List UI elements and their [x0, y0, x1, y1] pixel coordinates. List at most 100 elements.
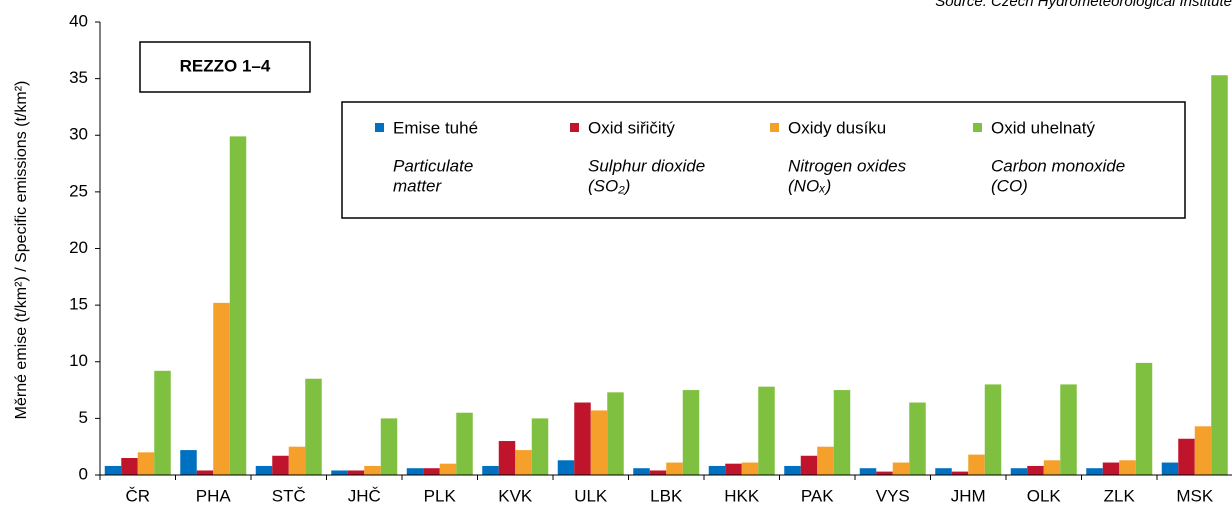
x-tick-label: PLK [424, 486, 457, 505]
bar [196, 470, 214, 475]
bar [876, 471, 893, 475]
bar [909, 402, 926, 475]
bar [180, 450, 197, 475]
bar [213, 302, 230, 475]
annotation-box [139, 41, 311, 93]
x-tick-label: PAK [801, 486, 834, 505]
bar [968, 454, 985, 475]
bar [935, 468, 952, 475]
bar [456, 412, 473, 475]
y-tick-label: 0 [79, 464, 88, 483]
y-tick-label: 20 [69, 238, 88, 257]
bar [288, 446, 306, 475]
x-tick-label: OLK [1027, 486, 1062, 505]
bar [557, 460, 575, 475]
bar [649, 470, 667, 475]
bar [984, 384, 1002, 475]
y-tick-label: 10 [69, 351, 88, 370]
bar [607, 392, 624, 475]
bar [1135, 362, 1153, 475]
bar [833, 390, 851, 475]
legend-label: Oxidy dusíku [788, 118, 886, 137]
legend-sublabel: Nitrogen oxides [788, 156, 907, 175]
bar [1178, 438, 1195, 475]
bar [1194, 426, 1212, 475]
legend-box [341, 101, 1186, 219]
bar [633, 468, 650, 475]
legend-swatch [973, 123, 982, 132]
bar [784, 465, 801, 475]
legend-swatch [375, 123, 384, 132]
legend-sublabel: Sulphur dioxide [588, 156, 705, 175]
legend-swatch [770, 123, 779, 132]
source: Source: Czech Hydrometeorological Instit… [935, 0, 1232, 10]
x-tick-label: ZLK [1104, 486, 1136, 505]
bar [725, 463, 742, 475]
bar [682, 390, 700, 475]
bar [498, 441, 516, 475]
bar [423, 468, 440, 475]
bar [331, 470, 348, 475]
bar [1102, 462, 1120, 475]
bar [1086, 468, 1103, 475]
y-axis-label: Měrné emise (t/km²) / Specific emissions… [13, 81, 30, 420]
bar [741, 462, 759, 475]
y-tick-label: 25 [69, 181, 88, 200]
y-tick-label: 30 [69, 125, 88, 144]
bar [758, 386, 775, 475]
bar [364, 465, 381, 475]
bar [666, 462, 683, 475]
bar [708, 465, 726, 475]
bar [406, 468, 424, 475]
legend-sublabel: matter [393, 176, 443, 195]
y-tick-label: 35 [69, 68, 88, 87]
bar [229, 136, 247, 475]
x-tick-label: VYS [876, 486, 910, 505]
bar [305, 378, 322, 475]
bar [255, 465, 273, 475]
x-tick-label: HKK [724, 486, 760, 505]
x-tick-label: JHČ [348, 486, 381, 505]
bar [574, 402, 591, 475]
legend-sublabel: Carbon monoxide [991, 156, 1125, 175]
bar [380, 418, 398, 475]
bar [892, 462, 910, 475]
bar [272, 455, 289, 475]
annotation: REZZO 1–4 [180, 56, 271, 75]
bar [154, 370, 171, 475]
bar [1060, 384, 1077, 475]
bar [121, 458, 138, 475]
bar [800, 455, 818, 475]
legend-sublabel: (CO) [991, 176, 1028, 195]
bar [347, 470, 365, 475]
legend-swatch [570, 123, 579, 132]
y-tick-label: 15 [69, 295, 88, 314]
y-tick-label: 5 [79, 408, 88, 427]
bar [137, 452, 155, 475]
bar [1043, 460, 1061, 475]
legend-label: Oxid siřičitý [588, 118, 675, 137]
bar [439, 463, 457, 475]
x-tick-label: ULK [574, 486, 608, 505]
legend-label: Oxid uhelnatý [991, 118, 1095, 137]
bar [817, 446, 834, 475]
legend-label: Emise tuhé [393, 118, 478, 137]
x-tick-label: KVK [498, 486, 533, 505]
legend-sublabel: Particulate [393, 156, 473, 175]
x-tick-label: LBK [650, 486, 683, 505]
bar [1161, 462, 1179, 475]
x-tick-label: JHM [951, 486, 986, 505]
bar [1211, 75, 1228, 475]
y-tick-label: 40 [69, 11, 88, 30]
bar [951, 471, 969, 475]
bar [104, 465, 122, 475]
bar [1119, 460, 1136, 475]
legend-sublabel: (NOₓ) [788, 176, 831, 195]
bar [1027, 465, 1044, 475]
bar [859, 468, 877, 475]
bar [1010, 468, 1028, 475]
bar [590, 410, 608, 475]
bar [531, 418, 549, 475]
x-tick-label: ČR [125, 486, 150, 505]
